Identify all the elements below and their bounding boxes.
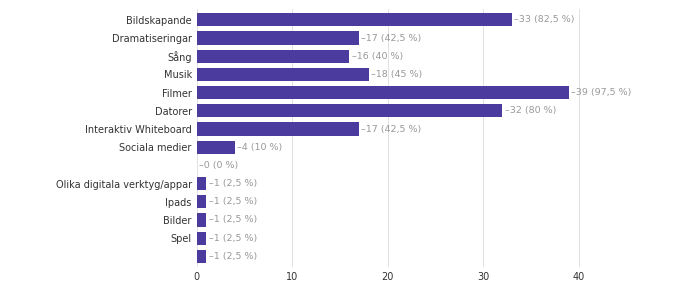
Bar xyxy=(197,68,368,81)
Bar xyxy=(197,250,206,263)
Text: –0 (0 %): –0 (0 %) xyxy=(199,161,238,170)
Text: –1 (2,5 %): –1 (2,5 %) xyxy=(208,216,257,225)
Text: –32 (80 %): –32 (80 %) xyxy=(504,106,556,115)
Text: –1 (2,5 %): –1 (2,5 %) xyxy=(208,234,257,243)
Bar xyxy=(197,214,206,227)
Text: –16 (40 %): –16 (40 %) xyxy=(352,52,403,61)
Text: –17 (42,5 %): –17 (42,5 %) xyxy=(362,124,422,134)
Bar xyxy=(197,50,349,63)
Bar xyxy=(197,13,512,26)
Bar xyxy=(197,232,206,245)
Bar xyxy=(197,195,206,208)
Text: –1 (2,5 %): –1 (2,5 %) xyxy=(208,179,257,188)
Text: –1 (2,5 %): –1 (2,5 %) xyxy=(208,197,257,206)
Text: –1 (2,5 %): –1 (2,5 %) xyxy=(208,252,257,261)
Bar xyxy=(197,86,569,99)
Bar xyxy=(197,104,502,117)
Text: –18 (45 %): –18 (45 %) xyxy=(371,70,422,79)
Text: –39 (97,5 %): –39 (97,5 %) xyxy=(571,88,632,97)
Text: –17 (42,5 %): –17 (42,5 %) xyxy=(362,34,422,42)
Text: –4 (10 %): –4 (10 %) xyxy=(237,143,282,152)
Bar xyxy=(197,141,235,154)
Bar xyxy=(197,177,206,190)
Bar xyxy=(197,31,359,45)
Text: –33 (82,5 %): –33 (82,5 %) xyxy=(514,15,575,24)
Bar xyxy=(197,122,359,135)
